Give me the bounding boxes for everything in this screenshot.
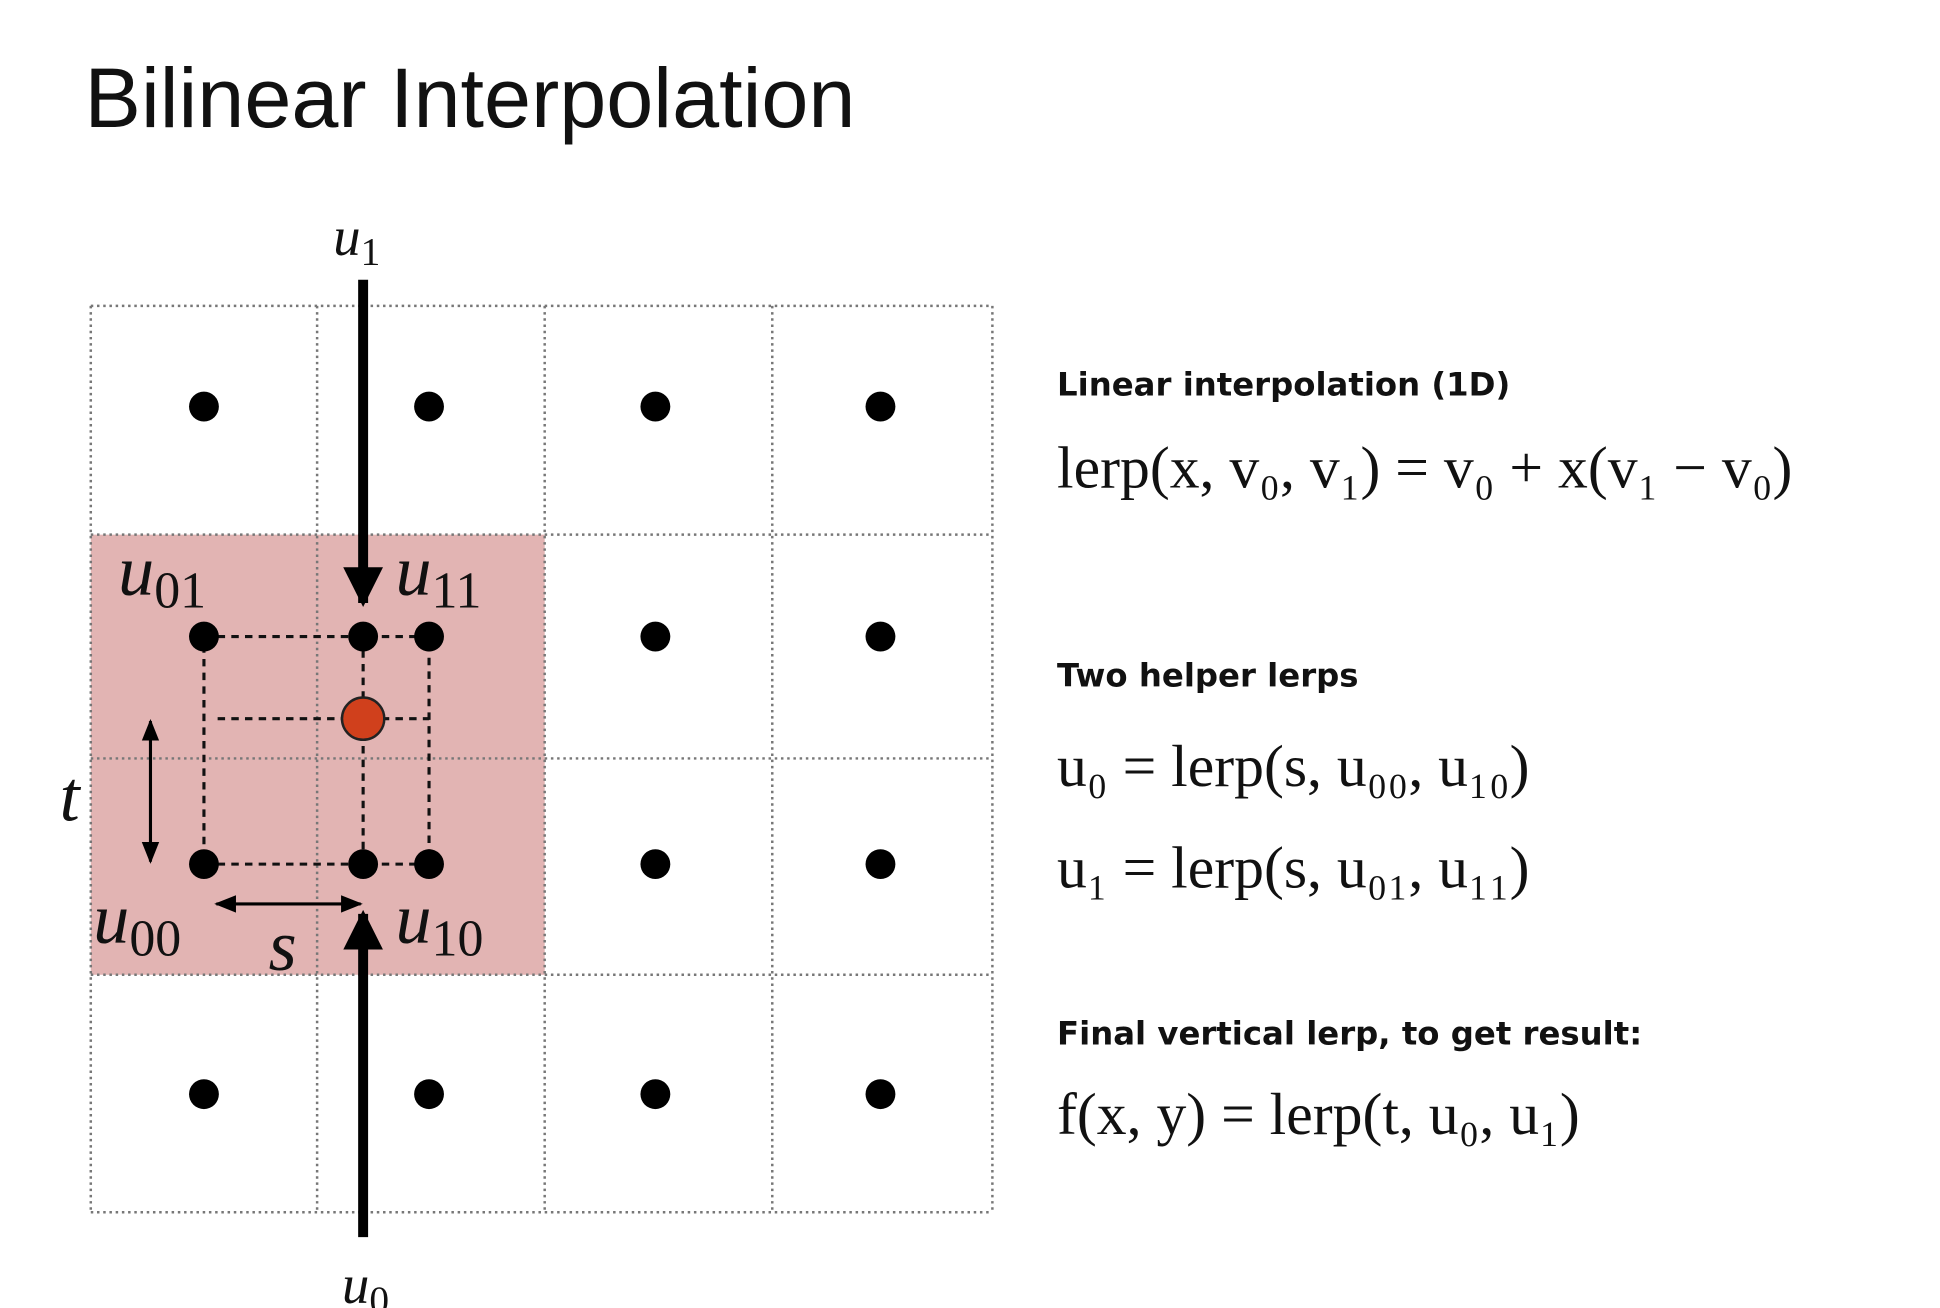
label-base: u <box>395 878 431 958</box>
dot <box>189 849 219 880</box>
formula: lerp(x, v₀, v₁) = v₀ + x(v₁ − v₀) <box>1057 434 1792 500</box>
label-base: u <box>395 530 431 610</box>
label-base: u <box>333 206 360 267</box>
label-base: u <box>93 878 129 958</box>
math-label: u11 <box>395 530 481 619</box>
dot <box>189 391 219 422</box>
math-label: u1 <box>333 206 380 274</box>
dot <box>865 391 896 422</box>
label-subscript: 10 <box>432 910 484 967</box>
dashed-guides <box>202 635 431 866</box>
text-panel: Linear interpolation (1D) lerp(x, v₀, v₁)… <box>1057 365 1792 1147</box>
interpolated-point <box>340 696 386 742</box>
math-label: u00 <box>93 878 181 967</box>
title: Bilinear Interpolation <box>85 50 856 145</box>
label-subscript: 1 <box>361 230 381 274</box>
grid <box>89 304 994 1214</box>
dot <box>640 1079 671 1110</box>
math-label: t <box>60 757 82 837</box>
section-heading: Linear interpolation (1D) <box>1057 365 1510 403</box>
dot <box>414 391 444 422</box>
dot <box>189 621 219 652</box>
dot <box>348 621 379 652</box>
label-subscript: 00 <box>129 910 181 967</box>
label-subscript: 01 <box>154 562 206 619</box>
formula: u₀ = lerp(s, u₀₀, u₁₀) <box>1057 733 1529 799</box>
section-heading: Final vertical lerp, to get result: <box>1057 1014 1642 1052</box>
dot <box>865 849 896 880</box>
label-base: u <box>118 530 154 610</box>
label-subscript: 11 <box>432 562 482 619</box>
dot <box>640 391 671 422</box>
math-label: u10 <box>395 878 483 967</box>
dot <box>414 621 444 652</box>
dot <box>414 1079 444 1110</box>
formula: f(x, y) = lerp(t, u₀, u₁) <box>1057 1081 1580 1147</box>
dot <box>640 621 671 652</box>
dot <box>865 621 896 652</box>
math-label: u01 <box>118 530 206 619</box>
dot <box>640 849 671 880</box>
label-base: s <box>269 906 297 986</box>
dot <box>414 849 444 880</box>
math-label: u0 <box>342 1254 389 1308</box>
sample-points <box>189 391 896 1110</box>
label-base: t <box>60 757 82 837</box>
dot <box>189 1079 219 1110</box>
dot <box>865 1079 896 1110</box>
formula: u₁ = lerp(s, u₀₁, u₁₁) <box>1057 835 1529 901</box>
label-base: u <box>342 1254 369 1308</box>
math-label: s <box>269 906 297 986</box>
dot <box>348 849 379 880</box>
label-subscript: 0 <box>369 1278 389 1308</box>
section-heading: Two helper lerps <box>1057 656 1358 694</box>
